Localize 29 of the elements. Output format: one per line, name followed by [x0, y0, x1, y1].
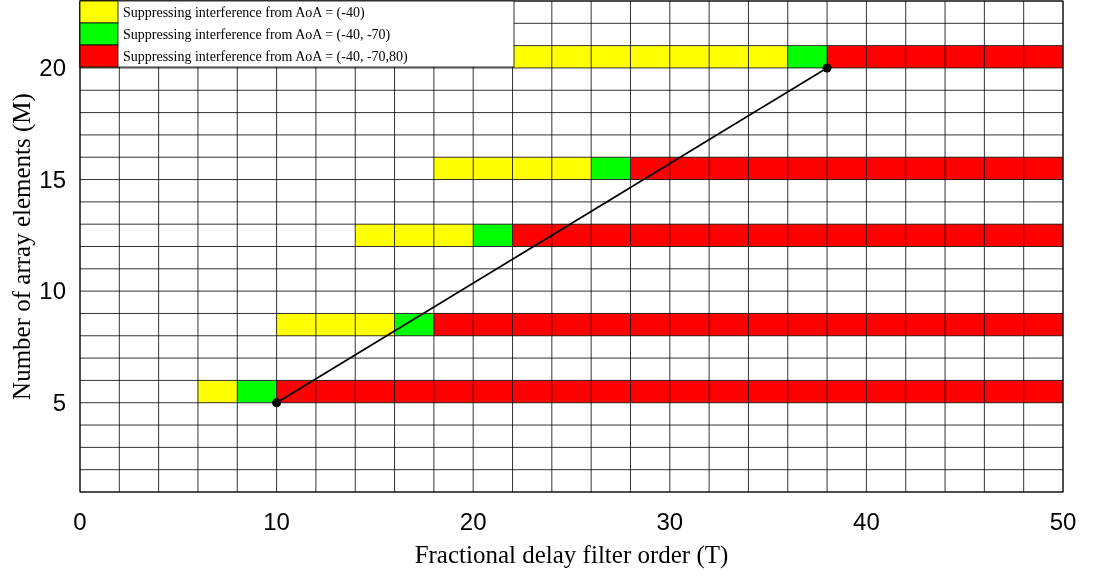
bar: [197, 380, 238, 403]
bar: [276, 313, 395, 336]
x-axis-title: Fractional delay filter order (T): [414, 541, 729, 569]
bar: [827, 45, 1063, 68]
legend-label: Suppressing interference from AoA = (-40): [123, 5, 365, 21]
bar: [512, 45, 788, 68]
bar: [630, 157, 1063, 180]
x-tick-label: 10: [263, 508, 290, 535]
bar: [473, 224, 513, 247]
x-tick-label: 20: [459, 508, 487, 535]
x-tick-label: 0: [73, 508, 87, 535]
legend-label: Suppressing interference from AoA = (-40, -70): [123, 27, 391, 43]
legend-label: Suppressing interference from AoA = (-40, -70,80): [123, 49, 409, 65]
bar: [276, 380, 1063, 403]
y-axis-title: Number of array elements (M): [8, 93, 36, 400]
x-tick-label: 30: [656, 508, 684, 535]
y-tick-label: 20: [39, 53, 66, 81]
bar: [787, 45, 828, 68]
bar: [237, 380, 277, 403]
bar: [591, 157, 631, 180]
y-tick-label: 5: [52, 388, 66, 416]
bar: [512, 224, 1063, 247]
y-tick-label: 15: [39, 165, 66, 193]
bar: [355, 224, 474, 247]
x-tick-label: 50: [1049, 508, 1077, 535]
bar: [433, 157, 592, 180]
bar: [433, 313, 1063, 336]
x-tick-label: 40: [853, 508, 880, 535]
y-tick-label: 10: [39, 277, 66, 305]
